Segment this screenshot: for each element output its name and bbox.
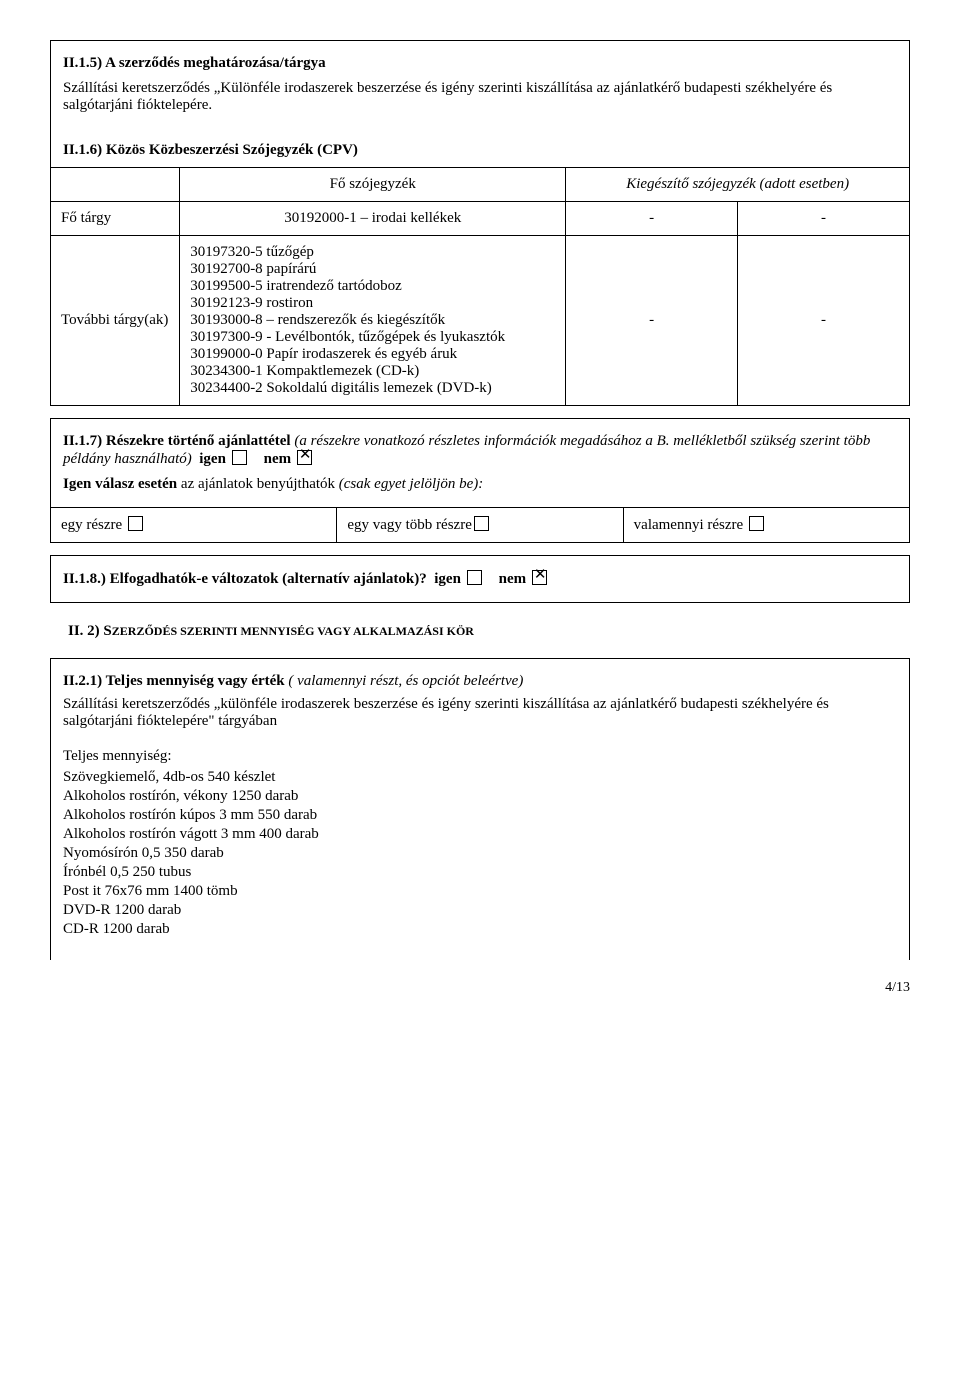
ii17-hint-a: Igen válasz esetén xyxy=(63,476,177,492)
section-ii15-ii16: II.1.5) A szerződés meghatározása/tárgya… xyxy=(50,40,910,406)
ii17-nem-label: nem xyxy=(264,451,292,467)
cpv-empty-header xyxy=(51,168,180,202)
page-number: 4/13 xyxy=(50,980,910,996)
cpv-row1-main: 30192000-1 – irodai kellékek xyxy=(180,202,566,236)
ii21-title-line: II.2.1) Teljes mennyiség vagy érték ( va… xyxy=(63,673,897,690)
cpv-col-add: Kiegészítő szójegyzék (adott esetben) xyxy=(566,168,909,202)
qty-line: Nyomósírón 0,5 350 darab xyxy=(63,845,897,862)
ii18-nem-checkbox[interactable] xyxy=(532,570,547,585)
cpv-row2-label: További tárgy(ak) xyxy=(51,236,180,406)
ii17-opt1-label: egy részre xyxy=(61,517,122,533)
ii17-igen-label: igen xyxy=(199,451,226,467)
ii21-title-a: II.2.1) Teljes mennyiség vagy érték xyxy=(63,673,285,689)
ii17-nem-checkbox[interactable] xyxy=(297,450,312,465)
cpv-row1-label: Fő tárgy xyxy=(51,202,180,236)
section-ii2-header: II. 2) SZERZŐDÉS SZERINTI MENNYISÉG VAGY… xyxy=(56,615,910,648)
ii18-title: II.1.8.) Elfogadhatók-e változatok (alte… xyxy=(63,571,427,587)
ii21-title-b: ( valamennyi részt, és opciót beleértve) xyxy=(288,673,523,689)
ii21-qty-label: Teljes mennyiség: xyxy=(63,748,897,765)
ii18-nem-label: nem xyxy=(499,571,527,587)
ii17-opt3-checkbox[interactable] xyxy=(749,516,764,531)
qty-line: Írónbél 0,5 250 tubus xyxy=(63,864,897,881)
ii2-header-text: II. 2) SZERZŐDÉS SZERINTI MENNYISÉG VAGY… xyxy=(68,623,474,639)
cpv-row-main-subject: Fő tárgy 30192000-1 – irodai kellékek - … xyxy=(51,202,909,236)
cpv-row1-dash2: - xyxy=(737,202,909,236)
cpv-row-additional: További tárgy(ak) 30197320-5 tűzőgép 301… xyxy=(51,236,909,406)
ii17-title-line: II.1.7) Részekre történő ajánlattétel (a… xyxy=(63,433,897,468)
ii17-hint: Igen válasz esetén az ajánlatok benyújth… xyxy=(63,476,897,493)
ii17-hint-b: az ajánlatok benyújthatók xyxy=(177,476,339,492)
ii17-hint-c: (csak egyet jelöljön be): xyxy=(339,476,484,492)
ii17-opt2-cell: egy vagy több részre xyxy=(337,507,623,542)
section-ii21: II.2.1) Teljes mennyiség vagy érték ( va… xyxy=(50,658,910,960)
ii17-opt2-label: egy vagy több részre xyxy=(347,517,472,533)
cpv-col-main: Fő szójegyzék xyxy=(180,168,566,202)
ii18-line: II.1.8.) Elfogadhatók-e változatok (alte… xyxy=(63,570,897,588)
ii17-options-row: egy részre egy vagy több részre valamenn… xyxy=(51,507,909,542)
ii21-qty-lines: Szövegkiemelő, 4db-os 540 készlet Alkoho… xyxy=(63,769,897,938)
qty-line: DVD-R 1200 darab xyxy=(63,902,897,919)
ii15-title: II.1.5) A szerződés meghatározása/tárgya xyxy=(63,55,897,72)
ii15-block: II.1.5) A szerződés meghatározása/tárgya… xyxy=(51,41,909,128)
qty-line: Post it 76x76 mm 1400 tömb xyxy=(63,883,897,900)
cpv-header-row: Fő szójegyzék Kiegészítő szójegyzék (ado… xyxy=(51,168,909,202)
ii17-title-a: II.1.7) Részekre történő ajánlattétel xyxy=(63,433,291,449)
ii17-opt1-cell: egy részre xyxy=(51,507,337,542)
ii17-igen-checkbox[interactable] xyxy=(232,450,247,465)
ii17-opt1-checkbox[interactable] xyxy=(128,516,143,531)
ii18-igen-checkbox[interactable] xyxy=(467,570,482,585)
cpv-row2-dash2: - xyxy=(737,236,909,406)
ii17-opt3-cell: valamennyi részre xyxy=(624,507,909,542)
cpv-row1-dash1: - xyxy=(566,202,738,236)
ii15-body: Szállítási keretszerződés „Különféle iro… xyxy=(63,80,897,114)
section-ii18: II.1.8.) Elfogadhatók-e változatok (alte… xyxy=(50,555,910,603)
qty-line: Alkoholos rostírón vágott 3 mm 400 darab xyxy=(63,826,897,843)
qty-line: CD-R 1200 darab xyxy=(63,921,897,938)
section-ii17: II.1.7) Részekre történő ajánlattétel (a… xyxy=(50,418,910,543)
ii16-title-block: II.1.6) Közös Közbeszerzési Szójegyzék (… xyxy=(51,128,909,167)
ii16-title: II.1.6) Közös Közbeszerzési Szójegyzék (… xyxy=(63,142,897,159)
ii17-opt3-label: valamennyi részre xyxy=(634,517,744,533)
ii17-top: II.1.7) Részekre történő ajánlattétel (a… xyxy=(51,419,909,507)
ii18-igen-label: igen xyxy=(434,571,461,587)
cpv-row2-main: 30197320-5 tűzőgép 30192700-8 papírárú 3… xyxy=(180,236,566,406)
ii21-p1: Szállítási keretszerződés „különféle iro… xyxy=(63,696,897,730)
ii17-opt2-checkbox[interactable] xyxy=(474,516,489,531)
qty-line: Alkoholos rostírón kúpos 3 mm 550 darab xyxy=(63,807,897,824)
cpv-table: Fő szójegyzék Kiegészítő szójegyzék (ado… xyxy=(51,167,909,405)
qty-line: Szövegkiemelő, 4db-os 540 készlet xyxy=(63,769,897,786)
cpv-row2-dash1: - xyxy=(566,236,738,406)
qty-line: Alkoholos rostírón, vékony 1250 darab xyxy=(63,788,897,805)
